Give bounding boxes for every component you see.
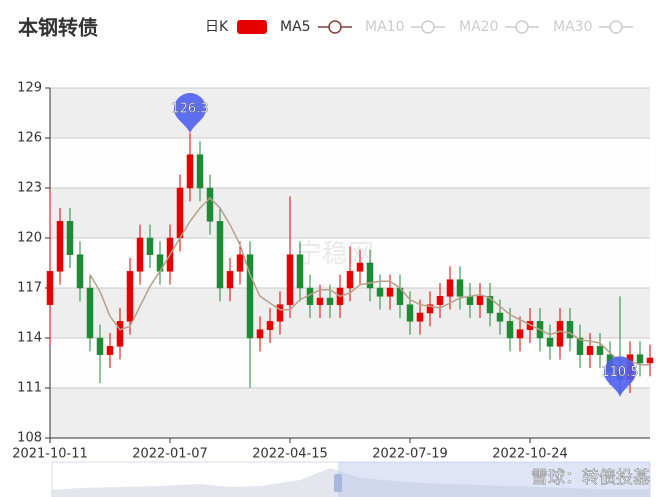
candle-body	[96, 337, 104, 355]
candle-body	[56, 221, 64, 272]
y-tick-label: 117	[17, 281, 42, 296]
candle-body	[296, 254, 304, 289]
candle-body	[346, 271, 354, 289]
candle-body	[376, 287, 384, 297]
candle-body	[86, 287, 94, 339]
candle-body	[466, 296, 474, 305]
x-tick-label: 2022-07-19	[372, 447, 448, 462]
candle-body	[566, 321, 574, 339]
candle-body	[116, 321, 124, 347]
candle-body	[646, 357, 654, 364]
mark-label: 110.5	[601, 365, 638, 380]
candle-body	[226, 271, 234, 289]
candle-body	[386, 287, 394, 297]
candle-body	[356, 262, 364, 272]
legend-swatch	[328, 20, 342, 34]
split-area	[50, 138, 650, 188]
x-tick-label: 2022-04-15	[252, 447, 328, 462]
y-tick-label: 114	[17, 331, 42, 346]
candle-body	[326, 297, 334, 305]
plot-area: 108 111 114 117 120 123 126 129 2021-10-11 2022-0…	[12, 81, 654, 462]
candle-body	[216, 221, 224, 289]
legend-label: 日K	[205, 19, 229, 35]
candle-body	[196, 154, 204, 189]
candle-body	[236, 254, 244, 272]
candle-body	[256, 329, 264, 339]
candle-body	[416, 312, 424, 322]
mark-label: 126.3	[171, 102, 208, 117]
candle-body	[456, 279, 464, 297]
y-tick-label: 120	[17, 231, 42, 246]
legend-swatch	[515, 20, 529, 34]
candle-body	[76, 254, 84, 289]
candle-body	[516, 329, 524, 339]
split-area	[50, 388, 650, 438]
legend-swatch	[421, 20, 435, 34]
y-tick-label: 108	[17, 431, 42, 446]
zoom-handle[interactable]	[334, 474, 342, 492]
mark-pin	[174, 93, 206, 133]
split-area	[50, 88, 650, 138]
candle-body	[446, 279, 454, 297]
x-tick-label: 2022-10-24	[492, 447, 568, 462]
candle-body	[146, 237, 154, 255]
candle-body	[506, 321, 514, 339]
candle-body	[176, 187, 184, 239]
legend: 日K MA5 MA10 MA20 MA30	[205, 19, 633, 35]
zoom-window[interactable]	[338, 462, 650, 497]
legend-label: MA10	[365, 19, 404, 35]
candle-body	[246, 254, 254, 339]
legend-swatch	[237, 20, 267, 34]
zoom-preview	[52, 468, 650, 497]
candle-body	[276, 304, 284, 322]
candle-body	[406, 304, 414, 322]
candle-body	[206, 187, 214, 222]
candle-body	[426, 304, 434, 314]
candle-body	[486, 296, 494, 314]
candle-body	[46, 271, 54, 305]
candle-body	[556, 321, 564, 347]
candle-body	[66, 221, 74, 255]
candle-body	[186, 154, 194, 189]
candle-body	[636, 354, 644, 364]
candle-body	[476, 296, 484, 305]
candle-body	[126, 271, 134, 322]
footer-watermark: 雪球：转债投基	[531, 468, 650, 488]
y-tick-label: 129	[17, 81, 42, 96]
y-tick-label: 126	[17, 131, 42, 146]
data-zoom[interactable]	[51, 461, 651, 497]
candle-body	[586, 346, 594, 355]
candle-body	[436, 296, 444, 305]
candle-body	[546, 337, 554, 347]
candle-body	[136, 237, 144, 272]
legend-label: MA5	[280, 19, 311, 35]
chart-title: 本钢转债	[18, 16, 98, 40]
candle-body	[286, 254, 294, 305]
mark-pin	[604, 356, 636, 397]
candle-body	[596, 346, 604, 355]
x-tick-label: 2021-10-11	[12, 447, 88, 462]
legend-swatch	[609, 20, 623, 34]
legend-label: MA20	[459, 19, 498, 35]
y-tick-label: 123	[17, 181, 42, 196]
candle-body	[106, 346, 114, 355]
candle-body	[316, 297, 324, 305]
candle-body	[266, 321, 274, 330]
candle-body	[496, 312, 504, 322]
candle-body	[576, 337, 584, 355]
y-tick-label: 111	[17, 381, 42, 396]
x-tick-label: 2022-01-07	[132, 447, 208, 462]
ma-line	[89, 196, 650, 366]
legend-label: MA30	[553, 19, 592, 35]
watermark: 宁稳网	[296, 240, 374, 270]
candle-body	[366, 262, 374, 289]
